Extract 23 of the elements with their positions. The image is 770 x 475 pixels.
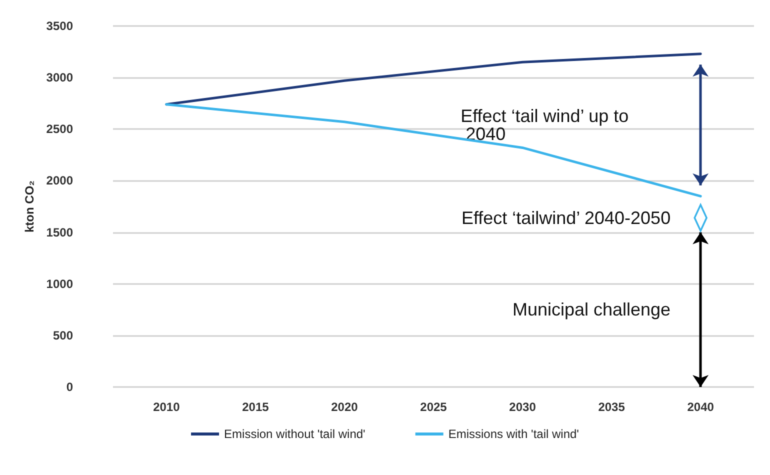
x-tick-label: 2015: [242, 400, 270, 414]
y-axis-title: kton CO₂: [22, 180, 36, 232]
line-series: [165, 103, 702, 198]
y-tick-label: 3000: [46, 70, 74, 85]
y-tick-label: 0: [66, 380, 74, 394]
x-tick-label: 2030: [509, 400, 536, 414]
legend-label: Emission without 'tail wind': [224, 427, 366, 441]
y-tick-label: 1500: [46, 225, 74, 240]
x-tick-label: 2020: [331, 400, 358, 414]
x-tick-label: 2035: [598, 400, 626, 414]
annotation: Effect ‘tail wind’ up to 2040: [460, 106, 629, 144]
annotation: Effect ‘tailwind’ 2040-2050: [461, 208, 671, 228]
x-tick-label: 2025: [420, 400, 448, 414]
x-tick-label: 2040: [687, 400, 714, 414]
x-tick-label: 2010: [153, 400, 180, 414]
y-tick-label: 3500: [46, 19, 74, 33]
y-tick-label: 2000: [46, 174, 74, 188]
y-tick-label: 1000: [46, 276, 74, 291]
line-series: [165, 52, 702, 106]
y-tick-label: 500: [52, 328, 74, 342]
legend-label: Emissions with 'tail wind': [448, 427, 579, 441]
annotation: Municipal challenge: [512, 300, 671, 320]
y-tick-label: 2500: [46, 122, 74, 136]
